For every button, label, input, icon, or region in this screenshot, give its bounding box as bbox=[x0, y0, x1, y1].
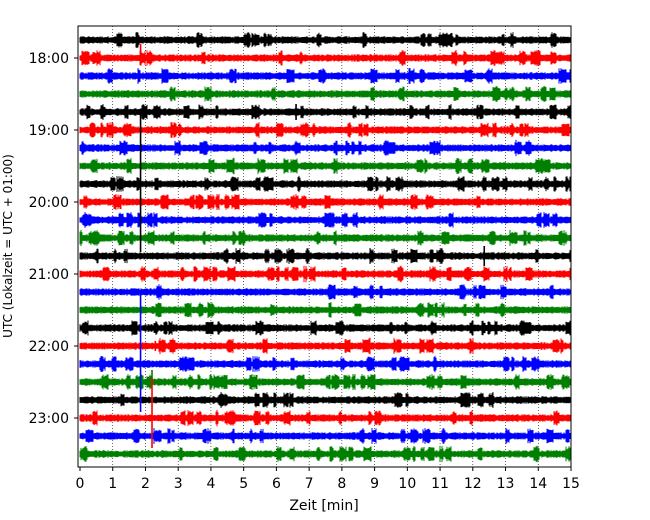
trace-20:00 bbox=[79, 194, 572, 210]
x-tick-label: 11 bbox=[431, 476, 449, 492]
seismic-traces bbox=[79, 32, 572, 463]
x-tick-label: 3 bbox=[174, 476, 183, 492]
y-tick-label: 22:00 bbox=[29, 339, 69, 355]
x-tick-label: 2 bbox=[141, 476, 150, 492]
trace-23:00 bbox=[79, 409, 572, 427]
x-tick-label: 4 bbox=[206, 476, 215, 492]
trace-23:15 bbox=[79, 428, 572, 444]
trace-18:00 bbox=[79, 49, 572, 67]
x-tick-label: 14 bbox=[529, 476, 547, 492]
trace-17:45 bbox=[79, 32, 572, 48]
trace-18:30 bbox=[79, 86, 572, 102]
y-tick-label: 19:00 bbox=[29, 123, 69, 139]
x-tick-label: 15 bbox=[562, 476, 580, 492]
x-tick-label: 13 bbox=[497, 476, 515, 492]
plot-frame bbox=[77, 25, 572, 468]
trace-19:30 bbox=[79, 157, 572, 175]
x-axis-label: Zeit [min] bbox=[289, 498, 358, 514]
y-tick-label: 18:00 bbox=[29, 51, 69, 67]
x-tick-label: 7 bbox=[305, 476, 314, 492]
trace-20:15 bbox=[79, 212, 572, 228]
x-tick-label: 12 bbox=[464, 476, 482, 492]
y-axis-label: UTC (Lokalzeit = UTC + 01:00) bbox=[1, 154, 15, 338]
y-tick-label: 23:00 bbox=[29, 411, 69, 427]
trace-21:45 bbox=[79, 320, 572, 336]
y-tick-label: 21:00 bbox=[29, 267, 69, 283]
x-tick-label: 5 bbox=[239, 476, 248, 492]
trace-18:45 bbox=[79, 104, 572, 120]
trace-20:30 bbox=[79, 229, 572, 247]
trace-23:30 bbox=[79, 445, 572, 463]
trace-19:15 bbox=[79, 139, 572, 157]
trace-21:00 bbox=[79, 265, 572, 283]
trace-22:00 bbox=[79, 337, 572, 355]
trace-22:30 bbox=[79, 374, 572, 390]
trace-18:15 bbox=[79, 68, 572, 84]
y-tick-label: 20:00 bbox=[29, 195, 69, 211]
trace-19:00 bbox=[79, 122, 572, 138]
trace-22:45 bbox=[79, 392, 572, 408]
trace-21:30 bbox=[79, 302, 572, 318]
trace-20:45 bbox=[79, 248, 572, 264]
trace-19:45 bbox=[79, 175, 572, 193]
trace-22:15 bbox=[79, 355, 572, 373]
x-tick-label: 8 bbox=[337, 476, 346, 492]
trace-21:15 bbox=[79, 284, 572, 300]
seismic-events bbox=[139, 44, 486, 448]
x-axis-ticks: 0 1 2 3 4 5 6 7 8 9 10 11 12 13 14 15 bbox=[76, 467, 580, 492]
x-tick-label: 10 bbox=[398, 476, 416, 492]
y-axis-ticks: 18:00 19:00 20:00 21:00 22:00 23:00 bbox=[29, 51, 78, 427]
x-tick-label: 0 bbox=[76, 476, 85, 492]
x-tick-label: 9 bbox=[370, 476, 379, 492]
x-tick-label: 6 bbox=[272, 476, 281, 492]
x-tick-label: 1 bbox=[108, 476, 117, 492]
